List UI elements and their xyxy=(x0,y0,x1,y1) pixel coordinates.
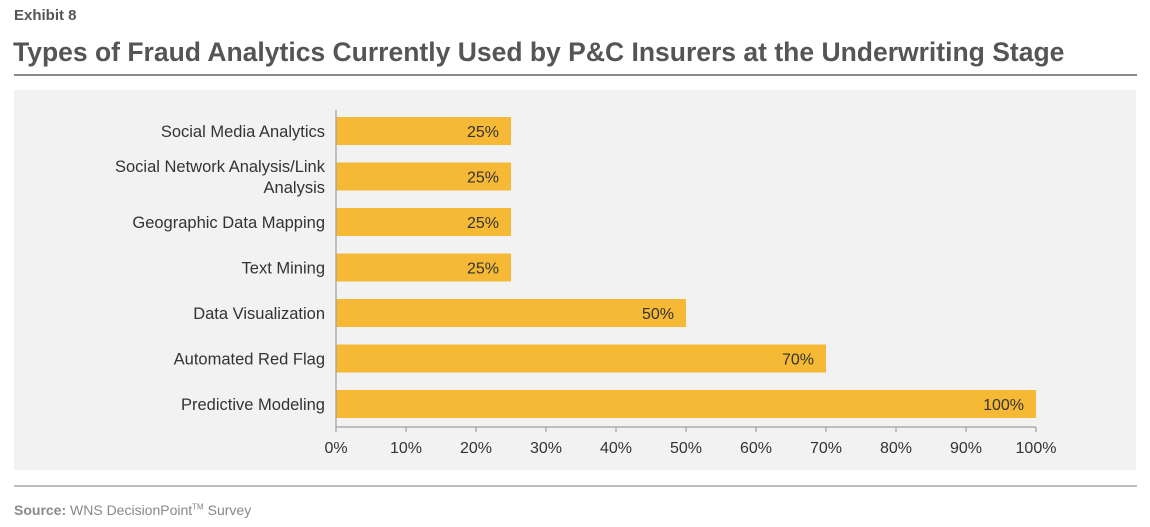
x-tick-label: 70% xyxy=(810,440,842,457)
category-label: Geographic Data Mapping xyxy=(132,214,325,232)
bar xyxy=(336,344,826,373)
x-tick-label: 80% xyxy=(880,440,912,457)
exhibit-label: Exhibit 8 xyxy=(14,7,77,24)
category-label: Social Media Analytics xyxy=(161,123,325,141)
category-label: Social Network Analysis/Link Analysis xyxy=(115,158,326,197)
bar-value-label: 25% xyxy=(467,124,499,141)
bar-value-label: 50% xyxy=(642,306,674,323)
category-label: Text Mining xyxy=(242,260,325,278)
title-divider xyxy=(14,74,1137,76)
bar-value-label: 70% xyxy=(782,352,814,369)
x-tick-label: 100% xyxy=(1016,440,1057,457)
source-note: Source: WNS DecisionPointTM Survey xyxy=(14,502,251,518)
source-text: WNS DecisionPoint xyxy=(70,502,193,518)
category-label: Automated Red Flag xyxy=(174,351,325,369)
bar xyxy=(336,299,686,327)
source-suffix: Survey xyxy=(207,502,252,518)
bar xyxy=(336,117,511,145)
chart-title: Types of Fraud Analytics Currently Used … xyxy=(13,37,1065,67)
bar-value-label: 100% xyxy=(983,397,1024,414)
x-tick-label: 50% xyxy=(670,440,702,457)
x-tick-label: 20% xyxy=(460,440,492,457)
bar-value-label: 25% xyxy=(467,215,499,232)
x-tick-label: 40% xyxy=(600,440,632,457)
bar xyxy=(336,162,511,191)
bar-value-label: 25% xyxy=(467,261,499,278)
x-tick-label: 90% xyxy=(950,440,982,457)
bar xyxy=(336,253,511,282)
x-tick-label: 30% xyxy=(530,440,562,457)
x-tick-label: 0% xyxy=(324,440,347,457)
category-label: Data Visualization xyxy=(193,305,325,323)
bar xyxy=(336,390,1036,418)
trademark-mark: TM xyxy=(192,502,204,512)
category-label: Predictive Modeling xyxy=(181,396,325,414)
bar xyxy=(336,208,511,236)
footer-divider xyxy=(14,485,1137,487)
source-label: Source: xyxy=(14,502,67,518)
x-tick-label: 60% xyxy=(740,440,772,457)
x-tick-label: 10% xyxy=(390,440,422,457)
bar-value-label: 25% xyxy=(467,170,499,187)
